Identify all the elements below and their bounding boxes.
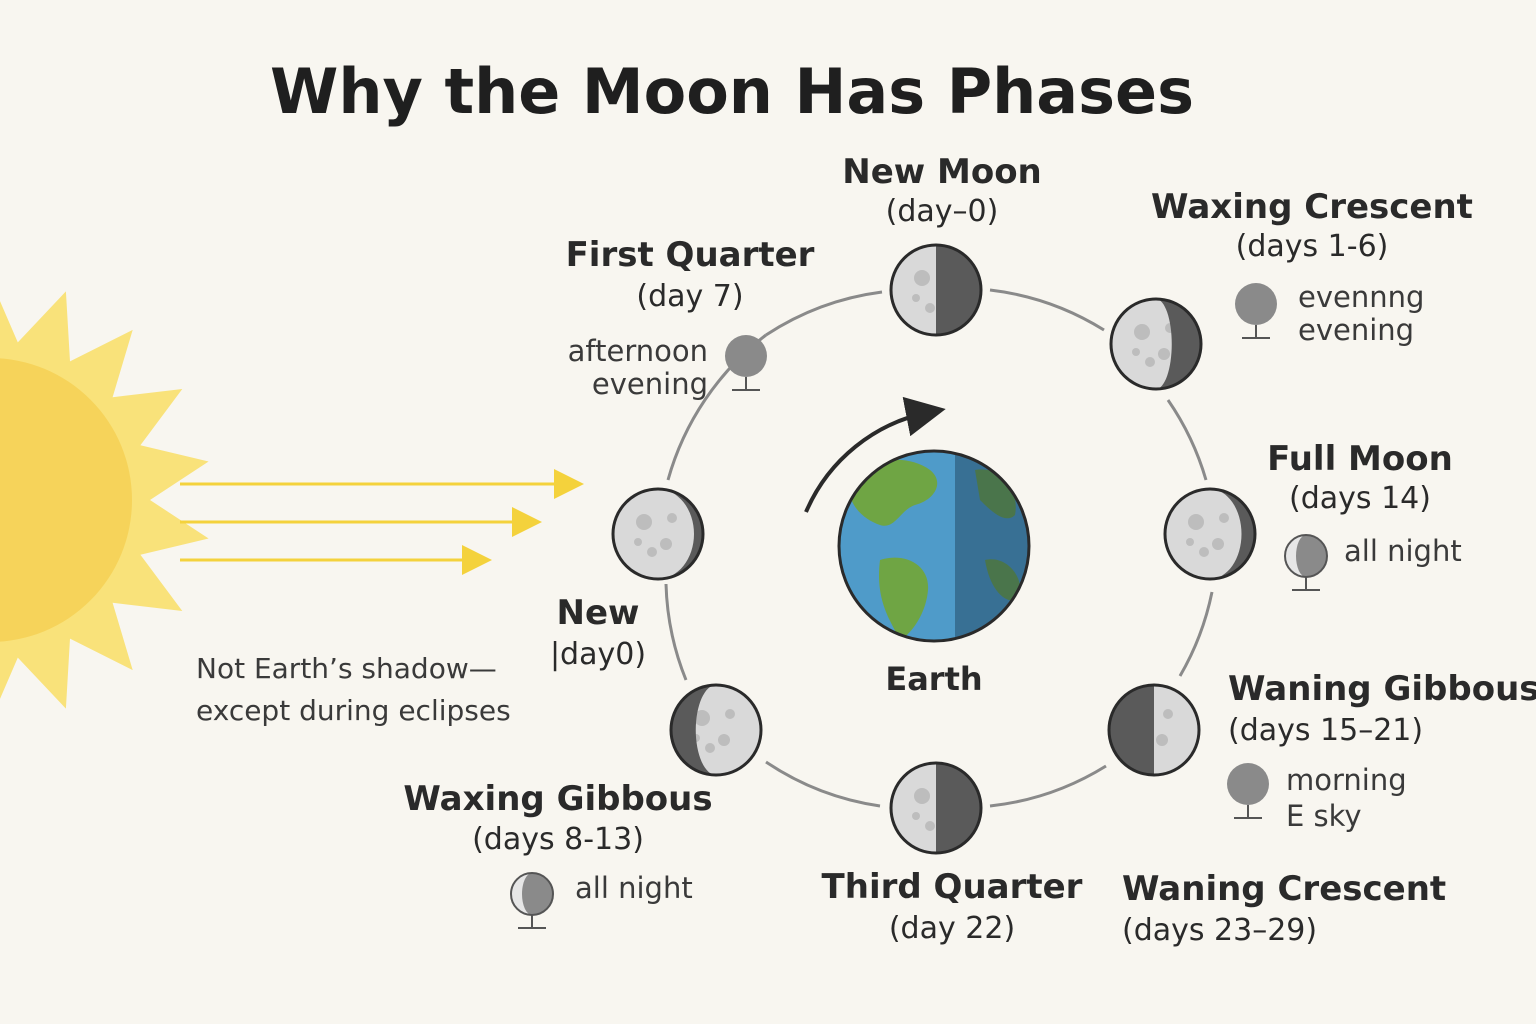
phase-name: Full Moon <box>1267 439 1453 479</box>
phase-name: First Quarter <box>566 235 815 275</box>
phase-labels: New Moon(day–0) Waxing Crescent(days 1-6)… <box>403 152 1536 948</box>
sun-icon <box>0 291 209 709</box>
sky-moon-icon <box>510 872 554 929</box>
sky-text: evennng <box>1298 280 1424 314</box>
phase-days: (day 22) <box>889 911 1015 946</box>
phase-name: Waxing Gibbous <box>403 779 712 819</box>
sky-indicator-full-moon: all night <box>1284 534 1462 591</box>
phase-label-waning-gibbous: Waning Gibbous (days 15–21) <box>1228 669 1536 748</box>
phase-label-waxing-gibbous: Waxing Gibbous(days 8-13) <box>403 779 712 857</box>
note-line-2: except during eclipses <box>196 694 511 727</box>
phase-label-new-moon-top: New Moon(day–0) <box>842 152 1042 229</box>
sky-moon-icon <box>725 335 767 391</box>
phase-days: (days 15–21) <box>1228 713 1423 748</box>
note-line-1: Not Earth’s shadow— <box>196 652 497 685</box>
shadow-note: Not Earth’s shadow— except during eclips… <box>196 652 511 727</box>
sky-text: E sky <box>1286 799 1362 833</box>
sky-text: all night <box>1344 534 1462 568</box>
phase-label-waxing-crescent: Waxing Crescent(days 1-6) <box>1151 187 1473 264</box>
moon-icon <box>1107 683 1201 777</box>
moon-icon <box>889 761 983 855</box>
moon-icon <box>611 487 705 581</box>
phase-days: |day0) <box>550 637 646 672</box>
phase-name: New Moon <box>842 152 1042 192</box>
page-title: Why the Moon Has Phases <box>270 55 1194 128</box>
phase-label-third-quarter: Third Quarter (day 22) <box>822 867 1083 946</box>
moon-icon <box>889 243 983 337</box>
phase-days: (day 7) <box>636 279 743 314</box>
earth-label: Earth <box>885 660 982 698</box>
sky-moon-icon <box>1235 283 1277 339</box>
sky-moon-icon <box>1227 763 1269 819</box>
moon-icon <box>1109 297 1203 391</box>
phase-name: Third Quarter <box>822 867 1083 907</box>
phase-name: Waning Crescent <box>1122 869 1446 909</box>
earth-icon <box>837 449 1031 643</box>
moon-icon <box>1163 487 1257 581</box>
sunlight-beams <box>180 469 584 575</box>
sky-text: evening <box>1298 313 1414 347</box>
phase-label-new-left: New |day0) <box>550 593 646 672</box>
orbit-moons <box>611 243 1257 855</box>
rotation-arrow-icon <box>804 396 946 513</box>
phase-name: Waning Gibbous <box>1228 669 1536 709</box>
phase-days: (days 14) <box>1289 481 1431 516</box>
orbit-ring <box>664 288 1214 808</box>
sky-text: evening <box>592 367 708 401</box>
moon-icon <box>669 683 763 777</box>
phase-days: (days 23–29) <box>1122 913 1317 948</box>
sky-indicator-waxing-gibbous: all night <box>510 871 693 929</box>
phase-days: (day–0) <box>886 194 999 229</box>
phase-name: New <box>557 593 640 633</box>
phase-label-waning-crescent: Waning Crescent (days 23–29) <box>1122 869 1446 948</box>
phase-name: Waxing Crescent <box>1151 187 1473 227</box>
phase-label-full-moon: Full Moon(days 14) <box>1267 439 1453 516</box>
phase-days: (days 1-6) <box>1236 229 1389 264</box>
sky-text: all night <box>575 871 693 905</box>
sky-text: afternoon <box>568 334 708 368</box>
phase-label-first-quarter: First Quarter (day 7) <box>566 235 815 314</box>
phase-days: (days 8-13) <box>472 822 644 857</box>
sky-moon-icon <box>1284 534 1328 591</box>
sky-text: morning <box>1286 763 1407 797</box>
